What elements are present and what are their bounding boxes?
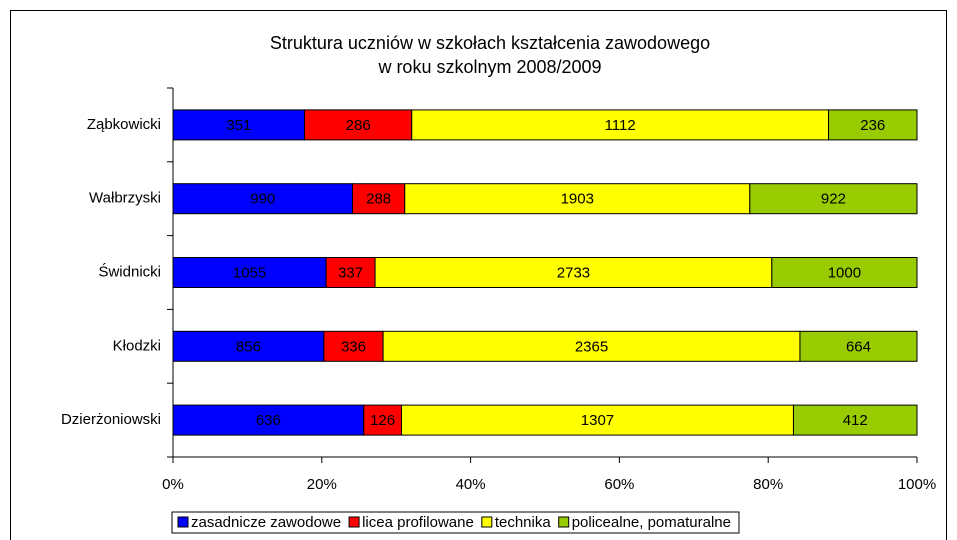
bar-segment <box>799 330 918 362</box>
data-label: 412 <box>843 412 868 429</box>
x-tick-label: 40% <box>456 476 486 493</box>
bar-segment <box>172 330 325 362</box>
legend-box <box>171 511 740 534</box>
bar-segment <box>325 257 376 288</box>
bar-segment <box>828 109 918 141</box>
bar-segment <box>304 109 413 141</box>
legend-label: licea profilowane <box>362 514 474 531</box>
bar-segment <box>382 330 801 362</box>
legend-swatch <box>348 516 360 528</box>
data-label: 351 <box>226 117 251 134</box>
data-label: 664 <box>846 338 871 355</box>
y-tick-label: Wałbrzyski <box>89 190 161 207</box>
bar-segment <box>411 109 830 141</box>
data-label: 1307 <box>581 412 614 429</box>
y-tick-label: Kłodzki <box>113 337 161 354</box>
data-label: 1903 <box>561 191 594 208</box>
x-tick-label: 100% <box>898 476 936 493</box>
data-label: 236 <box>860 117 885 134</box>
data-label: 2365 <box>575 338 608 355</box>
legend-label: policealne, pomaturalne <box>572 514 731 531</box>
bar-segment <box>401 404 794 436</box>
y-tick-label: Ząbkowicki <box>87 116 161 133</box>
data-label: 1055 <box>233 264 266 281</box>
data-label: 337 <box>338 264 363 281</box>
legend-swatch <box>558 516 570 528</box>
bar-segment <box>749 183 918 215</box>
data-label: 990 <box>250 191 275 208</box>
data-label: 2733 <box>557 264 590 281</box>
bar-segment <box>323 330 384 362</box>
bar-segment <box>771 257 918 288</box>
data-label: 636 <box>256 412 281 429</box>
data-label: 336 <box>341 338 366 355</box>
data-label: 126 <box>370 412 395 429</box>
legend-swatch <box>481 516 493 528</box>
bar-segment <box>792 404 918 436</box>
x-tick-label: 80% <box>753 476 783 493</box>
y-tick-label: Świdnicki <box>98 262 161 280</box>
data-label: 856 <box>236 338 261 355</box>
bar-segment <box>172 404 365 436</box>
y-tick-label: Dzierżoniowski <box>61 411 161 428</box>
data-label: 922 <box>821 191 846 208</box>
legend-label: technika <box>495 514 552 531</box>
data-label: 1112 <box>605 117 636 134</box>
data-label: 1000 <box>828 264 861 281</box>
legend-label: zasadnicze zawodowe <box>191 514 341 531</box>
legend-swatch <box>177 516 189 528</box>
data-label: 286 <box>346 117 371 134</box>
bar-segment <box>363 404 403 436</box>
x-tick-label: 0% <box>162 476 184 493</box>
x-tick-label: 20% <box>307 476 337 493</box>
chart-title: Struktura uczniów w szkołach kształcenia… <box>270 33 710 53</box>
chart-title: w roku szkolnym 2008/2009 <box>377 57 601 77</box>
x-tick-label: 60% <box>604 476 634 493</box>
bar-segment <box>352 183 406 215</box>
data-label: 288 <box>366 191 391 208</box>
